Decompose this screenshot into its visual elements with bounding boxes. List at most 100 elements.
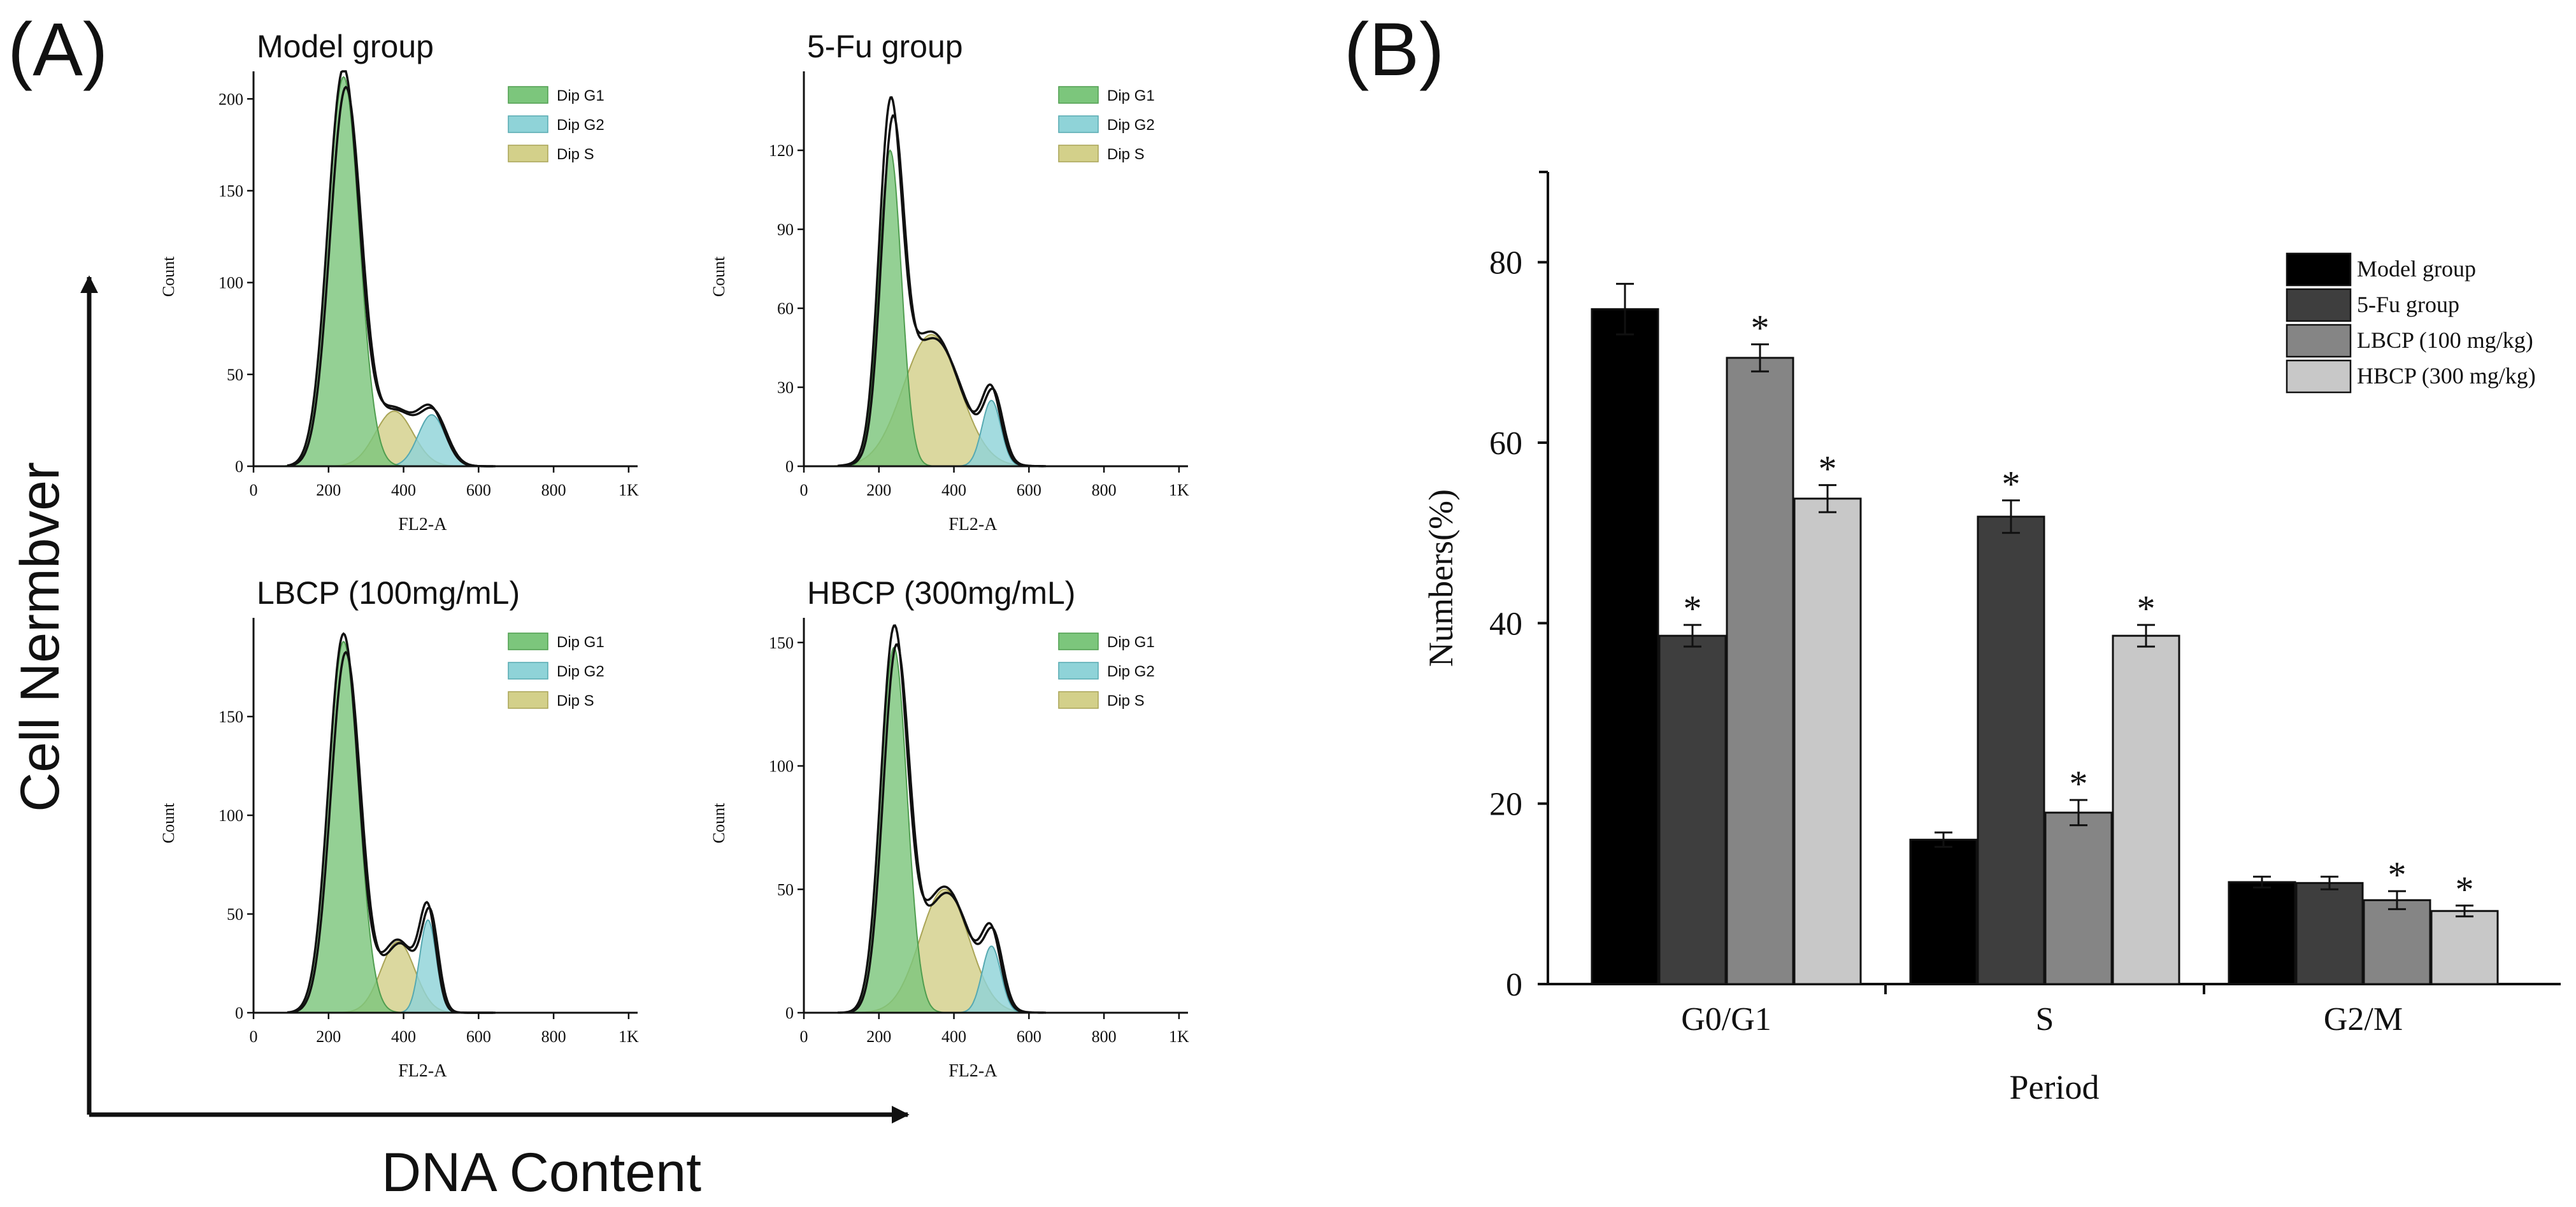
- legend-swatch-dip-g1: [508, 632, 548, 650]
- total-fit-curve: [287, 70, 494, 468]
- bar-y-tick-label: 0: [1506, 967, 1522, 1003]
- legend-label: Model group: [2357, 256, 2476, 282]
- y-axis-label: Count: [159, 803, 178, 843]
- legend-swatch-dip-s: [508, 145, 548, 162]
- bar-chart: 0 20 40 60 80 * * * G0/G1 * * * S * * G2/M Period Numbers…: [1422, 171, 2561, 1106]
- y-tick-label: 50: [227, 905, 243, 924]
- bar-lbcp-100-mg-kg-g2-m: [2363, 899, 2431, 985]
- y-tick-label: 90: [777, 220, 794, 239]
- legend-swatch-dip-s: [1058, 691, 1099, 709]
- histogram-lbcp: LBCP (100mg/mL) 0 50 100 150 0 200 400 600 800 1K F…: [159, 575, 639, 1081]
- x-tick-label: 0: [800, 1027, 808, 1046]
- legend-label: Dip S: [557, 146, 594, 163]
- significance-marker: *: [2002, 464, 2021, 505]
- x-tick-label: 800: [1092, 1027, 1117, 1046]
- histogram-model-group: Model group 0 50 100 150 200 0 200 400 600 800 1K FL…: [159, 29, 639, 534]
- bar-5-fu-group-s: [1977, 515, 2045, 985]
- significance-marker: *: [2137, 588, 2156, 629]
- x-tick-label: 1K: [619, 1027, 639, 1046]
- x-tick-label: 200: [316, 481, 341, 499]
- x-tick-label: 0: [250, 1027, 258, 1046]
- bar-y-tick-label: 20: [1489, 787, 1522, 823]
- x-axis-label: FL2-A: [948, 1061, 998, 1081]
- significance-marker: *: [2070, 763, 2088, 804]
- y-axis-label: Count: [710, 803, 728, 843]
- legend-label: Dip G2: [557, 663, 605, 680]
- bar-lbcp-100-mg-kg-g0-g1: [1726, 357, 1794, 985]
- total-fit-curve: [837, 96, 1044, 468]
- bar-y-axis-label: Numbers(%): [1422, 489, 1460, 667]
- bar-hbcp-300-mg-kg-g2-m: [2430, 910, 2499, 985]
- significance-marker: *: [1751, 308, 1770, 349]
- bar-y-tick-label: 40: [1489, 606, 1522, 642]
- x-tick-label: 600: [1017, 481, 1041, 499]
- y-tick-label: 60: [777, 299, 794, 318]
- component-dip-g2: [954, 399, 1029, 467]
- total-fit-curve: [840, 643, 1046, 1014]
- x-tick-label: 400: [941, 1027, 966, 1046]
- bar-y-tick-label: 60: [1489, 425, 1522, 462]
- legend-label: HBCP (300 mg/kg): [2357, 363, 2536, 389]
- y-tick-label: 150: [218, 182, 243, 200]
- histogram-hbcp: HBCP (300mg/mL) 0 50 100 150 0 200 400 600 800 1K F…: [710, 575, 1189, 1081]
- y-tick-label: 100: [218, 274, 243, 292]
- legend-label: Dip G2: [1107, 663, 1155, 680]
- legend-label: Dip S: [1107, 692, 1145, 710]
- x-tick-label: 600: [1017, 1027, 1041, 1046]
- bar-y-tick-label: 80: [1489, 245, 1522, 282]
- y-axis-label: Count: [159, 256, 178, 297]
- bar-5-fu-group-g2-m: [2295, 882, 2364, 985]
- legend-label: Dip G2: [557, 117, 605, 134]
- y-tick-label: 200: [218, 90, 243, 108]
- histogram-title: HBCP (300mg/mL): [807, 575, 1075, 611]
- legend-swatch-model-group: [2286, 252, 2352, 287]
- x-tick-label: 600: [466, 481, 491, 499]
- panel-a-label: (A): [8, 8, 108, 92]
- y-tick-label: 50: [227, 366, 243, 384]
- histogram-title: 5-Fu group: [807, 29, 963, 64]
- y-tick-label: 50: [777, 880, 794, 899]
- total-fit-curve: [838, 624, 1044, 1014]
- legend-swatch-5-fu-group: [2286, 288, 2352, 322]
- total-fit-curve: [289, 85, 496, 468]
- legend-label: Dip S: [1107, 146, 1145, 163]
- category-label-g2-m: G2/M: [2324, 1001, 2403, 1038]
- x-tick-label: 800: [541, 1027, 566, 1046]
- y-tick-label: 150: [769, 634, 794, 652]
- bar-model-group-s: [1909, 838, 1978, 985]
- x-axis-label: FL2-A: [948, 515, 998, 534]
- legend-label: Dip G1: [1107, 87, 1155, 104]
- y-tick-label: 0: [235, 457, 243, 476]
- x-tick-label: 200: [866, 1027, 891, 1046]
- legend-label: 5-Fu group: [2357, 292, 2459, 317]
- x-tick-label: 1K: [1169, 481, 1189, 499]
- legend-label: Dip G1: [557, 87, 605, 104]
- x-tick-label: 0: [250, 481, 258, 499]
- legend-swatch-hbcp-300-mg-kg: [2286, 359, 2352, 394]
- legend-label: Dip G2: [1107, 117, 1155, 134]
- legend-swatch-lbcp-100-mg-kg: [2286, 324, 2352, 358]
- significance-marker: *: [2388, 854, 2407, 896]
- y-tick-label: 100: [218, 806, 243, 825]
- legend-swatch-dip-g2: [508, 662, 548, 680]
- legend-label: Dip G1: [1107, 634, 1155, 651]
- y-tick-label: 0: [235, 1004, 243, 1022]
- total-fit-curve: [840, 114, 1046, 468]
- y-tick-label: 0: [785, 1004, 794, 1022]
- y-tick-label: 100: [769, 757, 794, 776]
- x-tick-label: 0: [800, 481, 808, 499]
- legend-swatch-dip-g1: [1058, 86, 1099, 104]
- y-tick-label: 120: [769, 141, 794, 160]
- y-axis-label: Count: [710, 256, 728, 297]
- legend-swatch-dip-g2: [1058, 115, 1099, 133]
- legend-swatch-dip-g2: [1058, 662, 1099, 680]
- bar-lbcp-100-mg-kg-s: [2044, 811, 2113, 985]
- x-tick-label: 1K: [1169, 1027, 1189, 1046]
- bar-hbcp-300-mg-kg-s: [2112, 634, 2180, 985]
- bar-hbcp-300-mg-kg-g0-g1: [1793, 497, 1862, 985]
- x-axis-label: FL2-A: [398, 1061, 447, 1081]
- bar-5-fu-group-g0-g1: [1658, 634, 1727, 985]
- histogram-title: LBCP (100mg/mL): [257, 575, 520, 611]
- x-tick-label: 1K: [619, 481, 639, 499]
